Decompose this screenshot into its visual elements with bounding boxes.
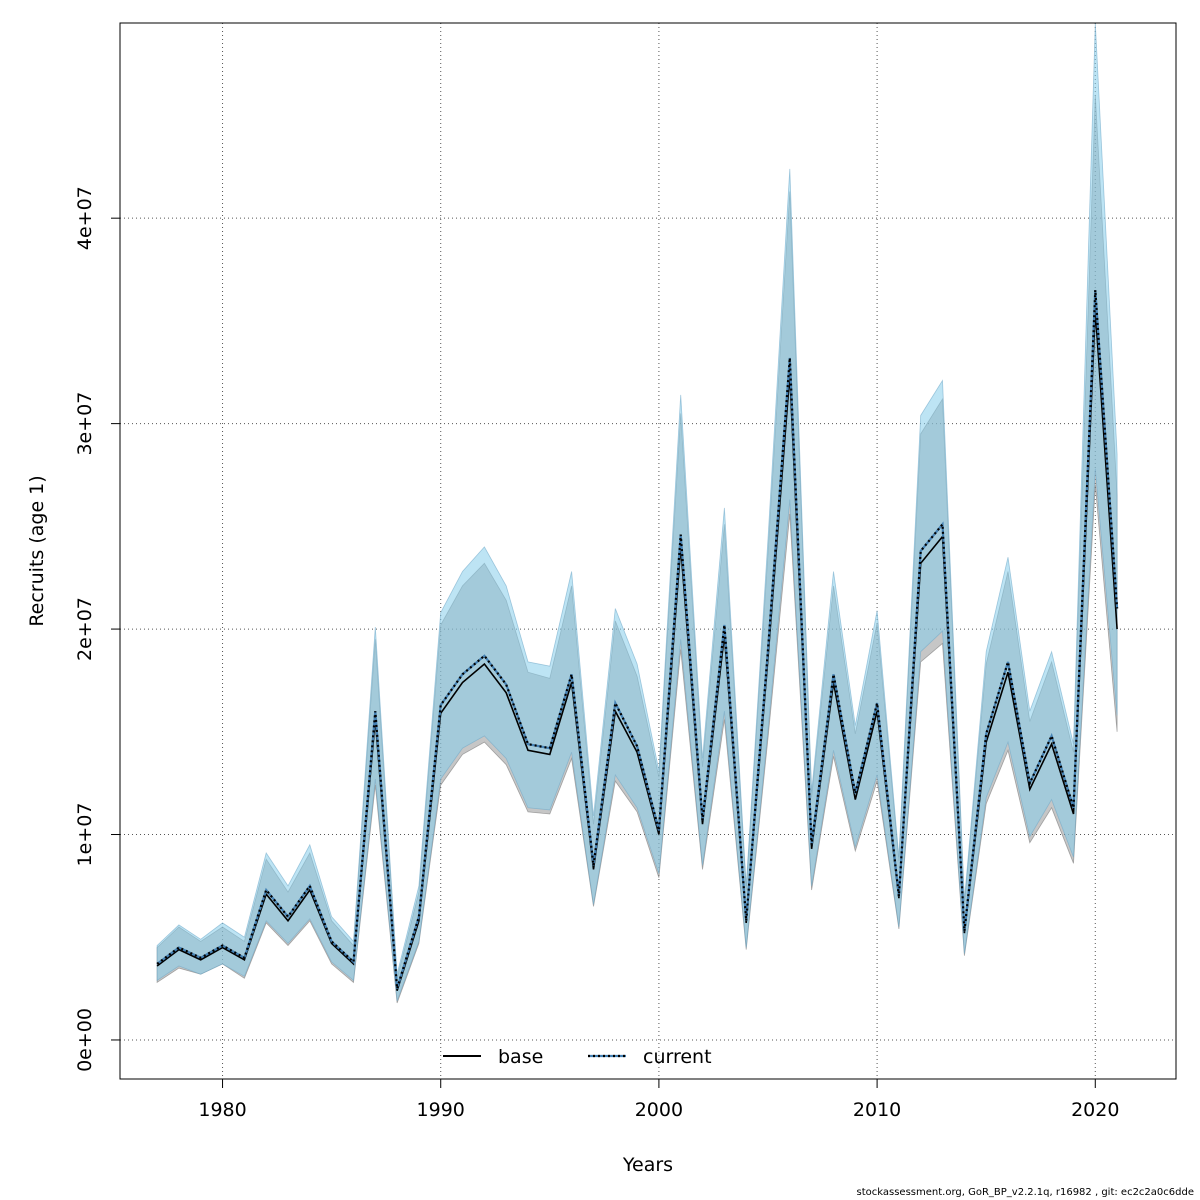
y-tick-label: 0e+00 [74, 1008, 96, 1072]
y-axis-title: Recruits (age 1) [26, 475, 48, 626]
axes: 1980 1990 2000 2010 2020 0e+00 1e+07 2e+07 3e+07… [74, 186, 1119, 1121]
x-axis-title: Years [622, 1154, 673, 1176]
y-tick-label: 4e+07 [74, 186, 96, 250]
x-tick-label: 2020 [1071, 1099, 1119, 1121]
current-confidence-band [156, 23, 1118, 1002]
y-tick-label: 1e+07 [74, 803, 96, 867]
x-tick-label: 2010 [853, 1099, 901, 1121]
x-tick-label: 1980 [198, 1099, 246, 1121]
legend-current-label: current [643, 1046, 712, 1068]
y-tick-label: 2e+07 [74, 597, 96, 661]
credit-footer: stockassessment.org, GoR_BP_v2.2.1q, r16… [856, 1187, 1194, 1198]
grid-lines [120, 23, 1176, 1079]
x-tick-label: 1990 [417, 1099, 465, 1121]
x-tick-label: 2000 [635, 1099, 683, 1121]
legend: base current [443, 1046, 712, 1068]
plot-frame [119, 22, 1177, 1080]
confidence-bands [156, 23, 1118, 1004]
y-tick-label: 3e+07 [74, 392, 96, 456]
current-series-dots [156, 290, 1119, 989]
legend-base-label: base [498, 1046, 543, 1068]
series-lines [156, 290, 1119, 991]
